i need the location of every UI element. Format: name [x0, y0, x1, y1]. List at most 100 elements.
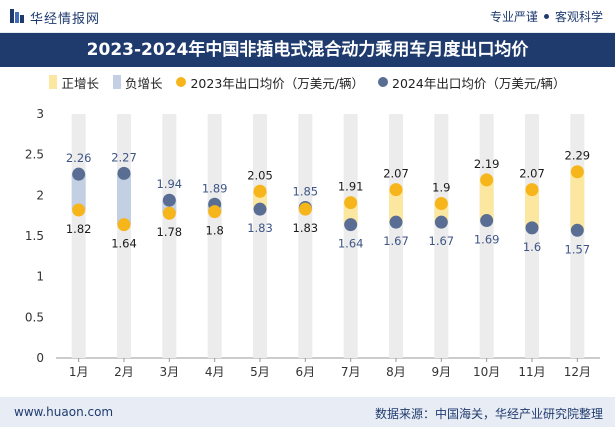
range-bar	[570, 171, 585, 231]
data-label-2024: 1.69	[474, 233, 500, 247]
point-2023	[344, 196, 358, 210]
data-label-2024: 1.85	[293, 185, 319, 199]
data-label-2024: 1.67	[383, 234, 409, 248]
x-tick-label: 6月	[296, 365, 316, 379]
tagline-left: 专业严谨	[489, 10, 538, 24]
track-bar	[389, 114, 403, 358]
point-2023	[208, 205, 222, 219]
range-bar	[343, 202, 358, 225]
tagline: 专业严谨 客观科学	[490, 8, 603, 25]
range-bar	[525, 189, 539, 228]
data-label-2024: 1.6	[523, 240, 541, 254]
x-tick-label: 5月	[250, 365, 270, 379]
data-label-2023: 1.64	[111, 237, 137, 251]
x-tick-label: 1月	[69, 365, 89, 379]
legend-swatch-negative	[112, 75, 121, 89]
track-bar	[207, 114, 222, 358]
point-2024	[570, 223, 584, 237]
data-label-2023: 2.07	[519, 167, 545, 181]
point-2024	[72, 167, 86, 181]
point-2023	[72, 203, 86, 217]
y-tick-label: 0	[36, 351, 44, 365]
legend-swatch-2023	[176, 77, 187, 87]
y-tick-label: 2	[36, 188, 44, 202]
point-2023	[480, 173, 494, 187]
title-bar	[0, 33, 615, 67]
range-bar	[71, 174, 86, 210]
data-label-2024: 2.26	[66, 151, 92, 165]
legend-label-2024: 2024年出口均价（万美元/辆）	[392, 75, 566, 91]
y-tick-label: 0.5	[25, 310, 44, 324]
y-tick-label: 2.5	[25, 148, 44, 162]
data-label-2023: 1.83	[293, 221, 319, 235]
legend-label-2023: 2023年出口均价（万美元/辆）	[190, 75, 365, 91]
top-bar: 华经情报网 专业严谨 客观科学	[0, 0, 615, 33]
track-bar	[253, 114, 267, 358]
data-label-2023: 1.78	[157, 225, 183, 239]
legend-swatch-positive	[49, 75, 58, 89]
data-label-2024: 2.27	[111, 150, 137, 164]
footer-site: www.huaon.com	[14, 405, 114, 419]
legend-label-positive: 正增长	[61, 75, 99, 91]
x-tick-label: 11月	[518, 365, 545, 379]
legend-swatch-2024	[378, 77, 389, 87]
track-bar	[298, 114, 313, 358]
point-2024	[525, 221, 539, 235]
point-2024	[253, 202, 267, 216]
point-2023	[162, 206, 176, 220]
y-tick-label: 1.5	[25, 229, 44, 243]
data-label-2024: 1.67	[429, 234, 455, 248]
point-2024	[344, 218, 358, 232]
point-2023	[117, 218, 131, 232]
data-label-2023: 1.8	[206, 224, 224, 238]
x-tick-label: 4月	[205, 365, 225, 379]
point-2023	[570, 165, 584, 179]
track-bar	[343, 114, 358, 358]
x-tick-label: 7月	[341, 365, 361, 379]
footer-source: 数据来源：中国海关，华经产业研究院整理	[374, 407, 603, 421]
point-2024	[117, 166, 131, 180]
chart-plot: 0 0.5 1 1.5 2 2.5 3 1月 2月 3月 4月 5月 6月 7月 8月 9月 10月 11月 12月…	[25, 107, 600, 379]
x-tick-label: 3月	[160, 365, 180, 379]
bullet-dot-icon	[543, 14, 549, 19]
track-bar	[162, 114, 177, 358]
legend-label-negative: 负增长	[124, 75, 163, 91]
y-tick-label: 1	[36, 270, 44, 284]
point-2024	[389, 215, 403, 229]
brand-logo-icon	[10, 9, 24, 23]
chart-legend: 正增长 负增长 2023年出口均价（万美元/辆） 2024年出口均价（万美元/辆…	[0, 72, 615, 92]
legend-item-2023: 2023年出口均价（万美元/辆）	[176, 72, 364, 92]
point-2024	[162, 193, 176, 207]
data-label-2023: 1.91	[338, 180, 364, 194]
point-2023	[389, 183, 403, 197]
track-bar	[525, 114, 539, 358]
point-2023	[434, 196, 448, 210]
data-label-2023: 1.82	[66, 222, 92, 236]
point-2023	[298, 202, 312, 216]
footer-bar	[0, 397, 615, 427]
track-bar	[434, 114, 449, 358]
y-tick-label: 3	[36, 107, 44, 121]
x-tick-label: 9月	[432, 365, 452, 379]
data-label-2023: 2.29	[565, 149, 591, 163]
point-2023	[525, 183, 539, 197]
data-label-2024: 1.94	[157, 177, 183, 191]
range-bar	[117, 173, 131, 225]
range-bar	[389, 189, 403, 223]
range-bar	[479, 179, 494, 221]
x-tick-label: 8月	[386, 365, 406, 379]
legend-item-negative: 负增长	[112, 72, 163, 92]
data-label-2024: 1.57	[565, 242, 591, 256]
point-2024	[480, 214, 494, 228]
data-label-2023: 2.07	[383, 167, 409, 181]
point-2023	[253, 184, 267, 198]
data-label-2024: 1.83	[247, 221, 273, 235]
data-label-2023: 2.19	[474, 157, 500, 171]
chart-title: 2023-2024年中国非插电式混合动力乘用车月度出口均价	[86, 40, 529, 60]
point-2024	[434, 215, 448, 229]
x-tick-label: 12月	[564, 365, 591, 379]
tagline-right: 客观科学	[554, 10, 603, 24]
legend-item-2024: 2024年出口均价（万美元/辆）	[378, 72, 566, 92]
brand-name: 华经情报网	[30, 12, 101, 27]
